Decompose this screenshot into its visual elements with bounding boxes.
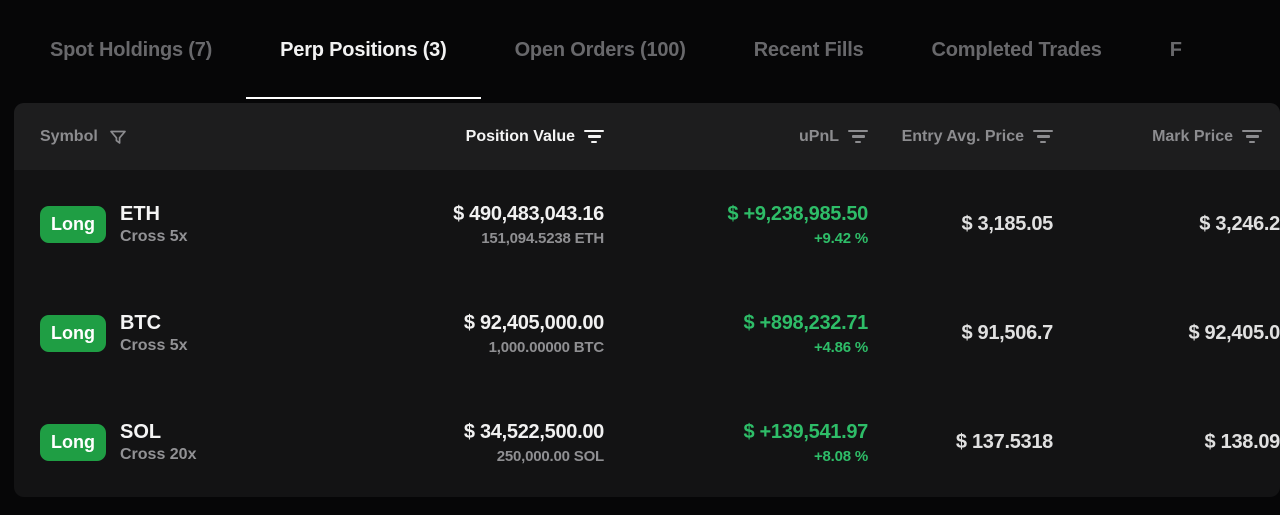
- column-header-position-value[interactable]: Position Value: [304, 128, 604, 146]
- symbol-name: SOL: [119, 421, 162, 443]
- mark-price: $ 138.09: [1204, 431, 1280, 453]
- side-badge-long: Long: [40, 315, 106, 352]
- margin-mode: Cross 5x: [119, 337, 188, 354]
- position-row-btc[interactable]: Long BTC Cross 5x $ 92,405,000.00 1,000.…: [14, 279, 1280, 388]
- sort-icon: [1242, 129, 1262, 144]
- filter-funnel-icon[interactable]: [108, 127, 128, 147]
- position-row-sol[interactable]: Long SOL Cross 20x $ 34,522,500.00 250,0…: [14, 388, 1280, 497]
- column-header-mark-price[interactable]: Mark Price: [1053, 128, 1280, 146]
- column-position-value-label: Position Value: [465, 127, 575, 145]
- position-value: $ 490,483,043.16: [453, 202, 604, 225]
- position-value: $ 92,405,000.00: [463, 311, 604, 334]
- position-value: $ 34,522,500.00: [463, 420, 604, 443]
- column-header-symbol[interactable]: Symbol: [14, 127, 304, 147]
- upnl-cell: $ +898,232.71 +4.86 %: [604, 312, 868, 356]
- position-value-cell: $ 490,483,043.16 151,094.5238 ETH: [304, 203, 604, 247]
- entry-avg-price: $ 3,185.05: [961, 213, 1053, 235]
- upnl-value: $ +139,541.97: [743, 420, 868, 443]
- position-size: 151,094.5238 ETH: [481, 229, 604, 247]
- symbol-name: ETH: [119, 203, 160, 225]
- column-upnl-label: uPnL: [799, 127, 839, 145]
- position-size: 250,000.00 SOL: [496, 447, 604, 465]
- sort-icon: [584, 129, 604, 144]
- position-value-cell: $ 92,405,000.00 1,000.00000 BTC: [304, 312, 604, 356]
- entry-avg-price: $ 137.5318: [955, 431, 1053, 453]
- upnl-cell: $ +139,541.97 +8.08 %: [604, 421, 868, 465]
- upnl-cell: $ +9,238,985.50 +9.42 %: [604, 203, 868, 247]
- symbol-cell: Long SOL Cross 20x: [14, 421, 304, 464]
- position-size: 1,000.00000 BTC: [488, 338, 605, 356]
- upnl-value: $ +9,238,985.50: [727, 202, 868, 225]
- sort-icon: [848, 129, 868, 144]
- position-row-eth[interactable]: Long ETH Cross 5x $ 490,483,043.16 151,0…: [14, 170, 1280, 279]
- table-header: Symbol Position Value uPnL Entry Avg. Pr…: [14, 103, 1280, 170]
- upnl-percent: +9.42 %: [813, 229, 868, 247]
- upnl-percent: +8.08 %: [813, 447, 868, 465]
- position-value-cell: $ 34,522,500.00 250,000.00 SOL: [304, 421, 604, 465]
- column-symbol-label: Symbol: [40, 127, 98, 145]
- symbol-cell: Long BTC Cross 5x: [14, 312, 304, 355]
- symbol-info: SOL Cross 20x: [120, 421, 197, 464]
- side-badge-long: Long: [40, 206, 106, 243]
- symbol-cell: Long ETH Cross 5x: [14, 203, 304, 246]
- perp-positions-table: Symbol Position Value uPnL Entry Avg. Pr…: [14, 103, 1280, 497]
- tab-open-orders[interactable]: Open Orders (100): [514, 38, 686, 61]
- tab-spot-holdings[interactable]: Spot Holdings (7): [50, 38, 213, 61]
- mark-price: $ 92,405.0: [1188, 322, 1280, 344]
- mark-price: $ 3,246.2: [1199, 213, 1280, 235]
- margin-mode: Cross 20x: [119, 446, 197, 463]
- symbol-name: BTC: [119, 312, 162, 334]
- symbol-info: ETH Cross 5x: [120, 203, 188, 246]
- tab-clipped-next[interactable]: F: [1169, 38, 1182, 61]
- tab-recent-fills[interactable]: Recent Fills: [753, 38, 864, 61]
- symbol-info: BTC Cross 5x: [120, 312, 188, 355]
- side-badge-long: Long: [40, 424, 106, 461]
- tab-perp-positions[interactable]: Perp Positions (3): [246, 0, 482, 100]
- tab-completed-trades[interactable]: Completed Trades: [931, 38, 1102, 61]
- column-entry-avg-price-label: Entry Avg. Price: [901, 127, 1024, 145]
- sort-icon: [1033, 129, 1053, 144]
- column-header-entry-avg-price[interactable]: Entry Avg. Price: [868, 128, 1053, 146]
- tab-bar: Spot Holdings (7) Perp Positions (3) Ope…: [0, 0, 1280, 100]
- column-mark-price-label: Mark Price: [1152, 127, 1233, 145]
- upnl-value: $ +898,232.71: [743, 311, 868, 334]
- upnl-percent: +4.86 %: [813, 338, 868, 356]
- entry-avg-price: $ 91,506.7: [961, 322, 1053, 344]
- column-header-upnl[interactable]: uPnL: [604, 128, 868, 146]
- margin-mode: Cross 5x: [119, 228, 188, 245]
